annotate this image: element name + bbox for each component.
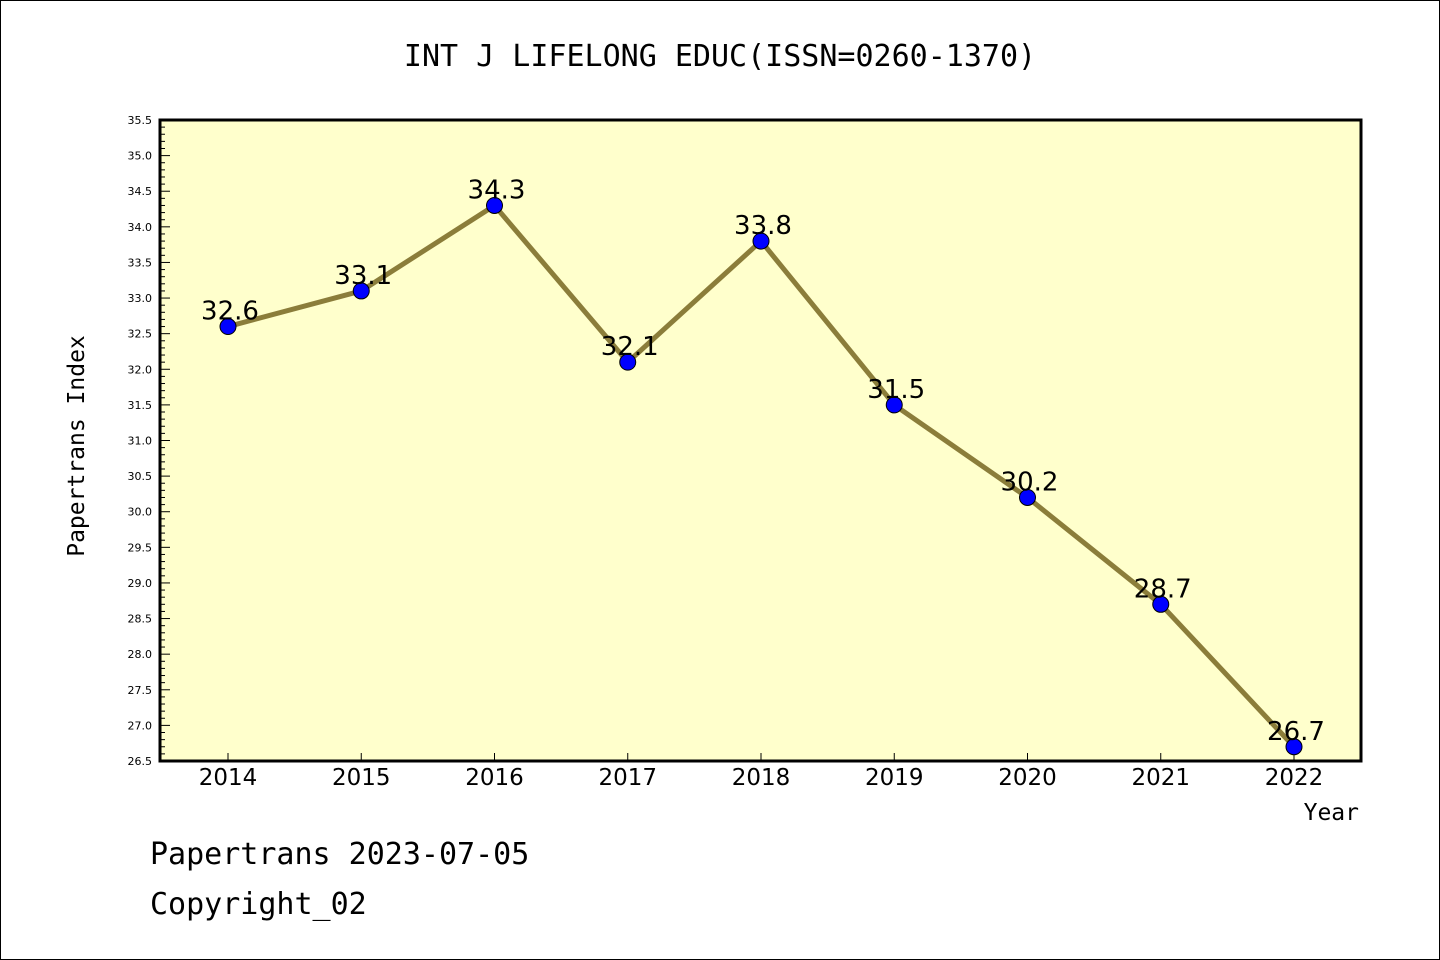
footer-copyright: Copyright_02 xyxy=(150,887,367,922)
x-axis-label: Year xyxy=(1304,800,1359,826)
y-tick-label: 33.0 xyxy=(128,292,153,305)
x-tick-label: 2014 xyxy=(199,765,258,791)
footer-date: Papertrans 2023-07-05 xyxy=(150,837,529,872)
chart-title: INT J LIFELONG EDUC(ISSN=0260-1370) xyxy=(404,39,1036,74)
data-point xyxy=(219,318,237,336)
data-point xyxy=(486,196,503,214)
y-tick-label: 31.0 xyxy=(128,435,153,448)
x-tick-label: 2022 xyxy=(1265,765,1324,791)
data-label: 31.5 xyxy=(867,375,925,405)
data-point xyxy=(885,396,903,414)
data-label: 28.7 xyxy=(1134,574,1192,604)
y-tick-label: 32.5 xyxy=(128,328,153,341)
data-point xyxy=(752,232,770,250)
data-label: 30.2 xyxy=(1001,467,1059,497)
y-axis: 26.5 27.0 27.5 28.0 28.5 29.0 29.5 30.0 30.5 31.0… xyxy=(128,114,170,768)
y-axis-label: Papertrans Index xyxy=(64,335,90,557)
series-line xyxy=(219,196,1303,756)
data-label: 33.1 xyxy=(334,261,392,291)
x-tick-label: 2019 xyxy=(865,765,924,791)
y-tick-label: 28.5 xyxy=(128,613,153,626)
y-tick-label: 35.0 xyxy=(128,150,153,163)
y-tick-label: 26.5 xyxy=(128,755,153,768)
x-tick-label: 2016 xyxy=(465,765,524,791)
y-tick-label: 28.0 xyxy=(128,648,153,661)
y-tick-label: 27.5 xyxy=(128,684,153,697)
y-tick-label: 33.5 xyxy=(128,256,153,269)
data-label: 32.1 xyxy=(601,332,659,362)
x-tick-label: 2020 xyxy=(998,765,1057,791)
x-tick-label: 2017 xyxy=(598,765,657,791)
x-axis: 2014 2015 2016 2017 2018 2019 2020 2021 2022 xyxy=(199,753,1324,791)
x-tick-label: 2018 xyxy=(732,765,791,791)
plot-area xyxy=(158,118,1363,763)
y-tick-label: 30.0 xyxy=(128,506,153,519)
y-tick-label: 27.0 xyxy=(128,719,153,732)
data-label: 26.7 xyxy=(1267,717,1325,747)
data-point xyxy=(352,282,370,300)
data-point xyxy=(1285,738,1303,756)
data-point xyxy=(1019,488,1036,506)
data-label: 34.3 xyxy=(468,175,526,205)
data-point xyxy=(619,353,637,371)
y-tick-label: 34.0 xyxy=(128,221,153,234)
data-label: 33.8 xyxy=(734,211,792,241)
x-tick-label: 2015 xyxy=(332,765,391,791)
data-label: 32.6 xyxy=(201,297,259,327)
x-tick-label: 2021 xyxy=(1131,765,1190,791)
y-tick-label: 34.5 xyxy=(128,185,153,198)
y-tick-label: 31.5 xyxy=(128,399,153,412)
y-tick-label: 32.0 xyxy=(128,363,153,376)
y-tick-label: 29.0 xyxy=(128,577,153,590)
data-point xyxy=(1152,595,1170,613)
y-tick-label: 30.5 xyxy=(128,470,153,483)
y-tick-label: 29.5 xyxy=(128,541,153,554)
data-labels: 32.6 33.1 34.3 32.1 33.8 31.5 30.2 28.7 26.7 xyxy=(201,175,1325,746)
y-tick-label: 35.5 xyxy=(128,114,153,127)
